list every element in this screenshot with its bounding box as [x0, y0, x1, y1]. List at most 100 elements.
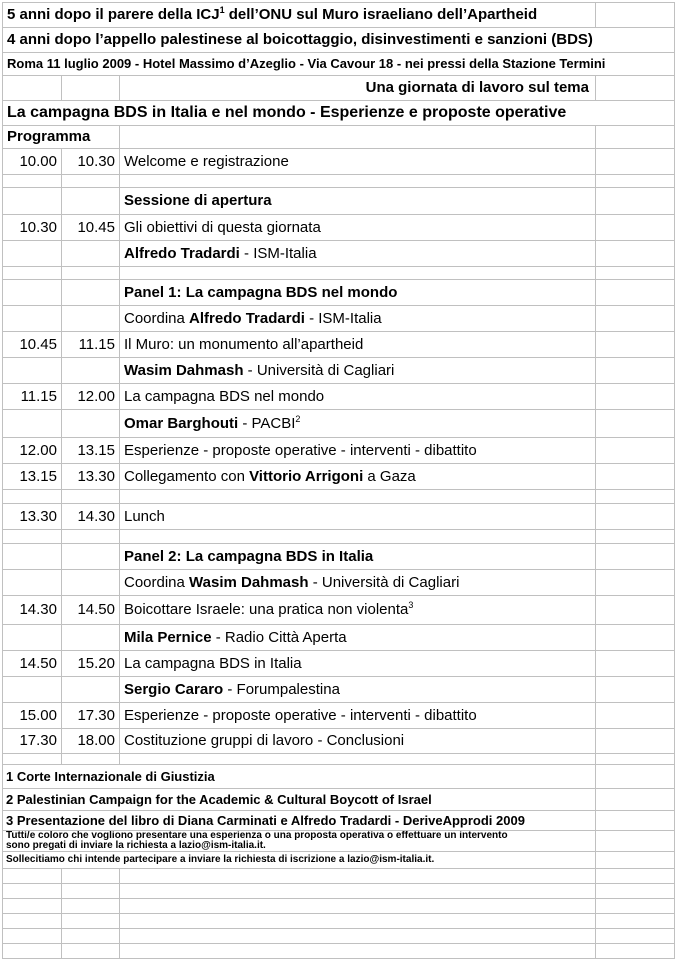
- time-start-cell: 14.50: [2, 650, 62, 677]
- spacer-cell: [595, 75, 675, 101]
- empty-cell: [61, 529, 120, 544]
- spacer-cell: [595, 240, 675, 267]
- merged-text-cell: 5 anni dopo il parere della ICJ1 dell’ON…: [2, 2, 596, 28]
- empty-row: [2, 529, 675, 544]
- empty-cell: [119, 753, 596, 765]
- empty-row: [2, 868, 675, 884]
- time-end-cell: 14.50: [61, 595, 120, 625]
- description-cell: Costituzione gruppi di lavoro - Conclusi…: [119, 728, 596, 754]
- empty-cell: [2, 913, 62, 929]
- text-segment: 2 Palestinian Campaign for the Academic …: [6, 791, 432, 807]
- empty-cell: [2, 174, 62, 188]
- spacer-cell: [595, 728, 675, 754]
- empty-cell: [61, 943, 120, 959]
- text-segment: Welcome e registrazione: [124, 152, 289, 170]
- title-row-bds: 4 anni dopo l’appello palestinese al boi…: [2, 27, 675, 53]
- empty-row: [2, 266, 675, 280]
- spacer-cell: [595, 810, 675, 831]
- empty-cell: [119, 489, 596, 504]
- time-start-cell: 13.30: [2, 503, 62, 530]
- spacer-cell: [595, 624, 675, 651]
- time-start-cell: 15.00: [2, 702, 62, 729]
- spacer-cell: [595, 868, 675, 884]
- text-segment: 1 Corte Internazionale di Giustizia: [6, 768, 215, 784]
- empty-cell: [119, 868, 596, 884]
- text-segment: sono pregati di inviare la richiesta a l…: [6, 840, 266, 851]
- empty-cell: [61, 75, 120, 101]
- label-cell: Programma: [2, 125, 120, 149]
- text-segment: - ISM-Italia: [304, 309, 382, 327]
- theme-cell: Una giornata di lavoro sul tema: [119, 75, 596, 101]
- text-segment: Panel 1: La campagna BDS nel mondo: [124, 283, 398, 301]
- merged-text-cell: 1 Corte Internazionale di Giustizia: [2, 764, 596, 789]
- text-segment: Omar Barghouti: [124, 414, 239, 432]
- text-segment: Lunch: [124, 507, 165, 525]
- time-start-cell: 12.00: [2, 437, 62, 464]
- time-start-cell: 17.30: [2, 728, 62, 754]
- text-segment: 3 Presentazione del libro di Diana Carmi…: [6, 812, 525, 828]
- text-segment: La campagna BDS nel mondo: [124, 387, 325, 405]
- time-end-cell: [61, 543, 120, 570]
- schedule-row-lunch: 13.30 14.30 Lunch: [2, 503, 675, 530]
- footnote-marker: 1: [219, 5, 225, 16]
- spacer-cell: [595, 148, 675, 175]
- text-segment: Alfredo Tradardi: [124, 244, 240, 262]
- spacer-cell: [595, 883, 675, 899]
- time-end-cell: [61, 409, 120, 438]
- text-segment: Tutti/e coloro che vogliono presentare u…: [6, 830, 508, 841]
- spacer-cell: [595, 187, 675, 215]
- time-start-cell: [2, 676, 62, 703]
- time-start-cell: [2, 279, 62, 306]
- spacer-cell: [595, 214, 675, 241]
- empty-cell: [61, 266, 120, 280]
- merged-text-cell: Tutti/e coloro che vogliono presentare u…: [2, 830, 596, 852]
- spacer-cell: [595, 595, 675, 625]
- spacer-cell: [595, 764, 675, 789]
- empty-cell: [2, 898, 62, 914]
- text-segment: 5 anni dopo il parere della ICJ: [7, 6, 220, 24]
- schedule-row-esperienze-2: 15.00 17.30 Esperienze - proposte operativ…: [2, 702, 675, 729]
- text-segment: Wasim Dahmash: [189, 573, 309, 591]
- empty-cell: [2, 928, 62, 944]
- empty-cell: [119, 943, 596, 959]
- spacer-cell: [595, 851, 675, 869]
- empty-cell: [119, 883, 596, 899]
- time-start-cell: [2, 357, 62, 384]
- spacer-cell: [595, 898, 675, 914]
- time-start-cell: [2, 624, 62, 651]
- spacer-cell: [595, 2, 675, 28]
- spacer-cell: [595, 830, 675, 852]
- time-end-cell: 17.30: [61, 702, 120, 729]
- description-cell: La campagna BDS nel mondo: [119, 383, 596, 410]
- spacer-cell: [595, 702, 675, 729]
- empty-cell: [61, 898, 120, 914]
- merged-text-cell: 2 Palestinian Campaign for the Academic …: [2, 788, 596, 811]
- spacer-cell: [595, 305, 675, 332]
- text-segment: Coordina: [124, 573, 190, 591]
- merged-text-cell: Sollecitiamo chi intende partecipare a i…: [2, 851, 596, 869]
- empty-row: [2, 943, 675, 959]
- time-start-cell: [2, 543, 62, 570]
- empty-row: [2, 174, 675, 188]
- schedule-row-boicottare: 14.30 14.50 Boicottare Israele: una pratic…: [2, 595, 675, 625]
- description-cell: La campagna BDS in Italia: [119, 650, 596, 677]
- program-label-row: Programma: [2, 125, 675, 149]
- description-cell: Alfredo Tradardi - ISM-Italia: [119, 240, 596, 267]
- time-start-cell: 10.45: [2, 331, 62, 358]
- spacer-cell: [595, 489, 675, 504]
- text-segment: Sessione di apertura: [124, 192, 272, 210]
- spacer-cell: [595, 331, 675, 358]
- location-row: Roma 11 luglio 2009 - Hotel Massimo d’Az…: [2, 52, 675, 76]
- description-cell: Gli obiettivi di questa giornata: [119, 214, 596, 241]
- description-cell: Lunch: [119, 503, 596, 530]
- description-cell: Coordina Alfredo Tradardi - ISM-Italia: [119, 305, 596, 332]
- note-row-richiesta: Tutti/e coloro che vogliono presentare u…: [2, 830, 675, 852]
- empty-cell: [119, 529, 596, 544]
- time-start-cell: [2, 240, 62, 267]
- spacer-cell: [595, 650, 675, 677]
- panel2-coordinator-row: Coordina Wasim Dahmash - Università di C…: [2, 569, 675, 596]
- text-segment: Alfredo Tradardi: [189, 309, 305, 327]
- spacer-cell: [595, 279, 675, 306]
- time-end-cell: 18.00: [61, 728, 120, 754]
